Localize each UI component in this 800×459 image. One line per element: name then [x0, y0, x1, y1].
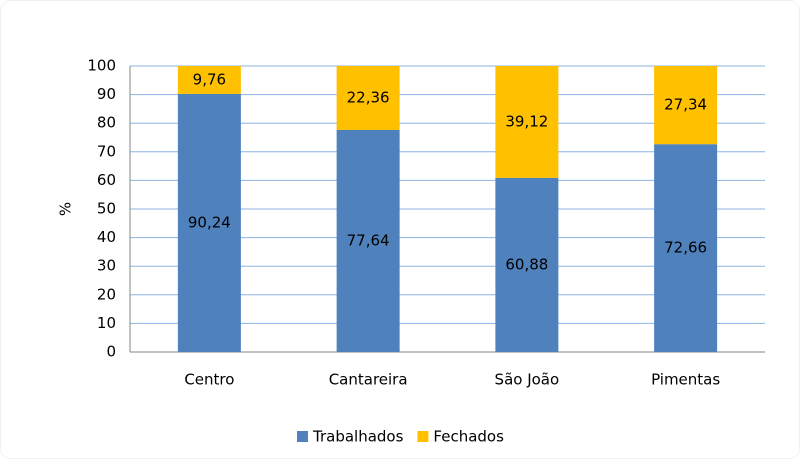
y-tick-label: 10 — [97, 314, 116, 332]
y-tick-label: 80 — [97, 114, 116, 132]
y-tick-label: 40 — [97, 228, 116, 246]
data-label: 90,24 — [188, 213, 231, 231]
bar-segment — [336, 66, 400, 130]
y-tick-label: 30 — [97, 257, 116, 275]
y-tick-label: 60 — [97, 171, 116, 189]
y-tick-label: 90 — [97, 85, 116, 103]
legend-label: Fechados — [433, 428, 504, 446]
data-label: 39,12 — [505, 112, 548, 130]
bar-segment — [177, 93, 241, 352]
y-axis-label: % — [57, 202, 75, 216]
y-tick-label: 100 — [87, 57, 116, 75]
legend-swatch — [297, 431, 308, 442]
y-tick-label: 50 — [97, 200, 116, 218]
bar-segment — [177, 66, 241, 94]
bar-segment — [495, 177, 559, 352]
x-tick-label: Cantareira — [329, 371, 408, 389]
bar-segment — [336, 129, 400, 352]
x-tick-label: Pimentas — [651, 371, 720, 389]
data-label: 77,64 — [347, 231, 390, 249]
bar-segment — [654, 66, 718, 145]
bar-segment — [495, 66, 559, 178]
data-label: 60,88 — [505, 255, 548, 273]
legend-label: Trabalhados — [312, 428, 404, 446]
data-label: 72,66 — [664, 239, 707, 257]
data-label: 9,76 — [193, 70, 226, 88]
bar-segment — [654, 144, 718, 352]
legend-swatch — [417, 431, 429, 442]
data-label: 27,34 — [664, 96, 707, 114]
y-tick-label: 0 — [106, 343, 116, 361]
x-tick-label: São João — [495, 371, 560, 389]
x-tick-label: Centro — [184, 371, 234, 389]
y-tick-label: 20 — [97, 285, 116, 303]
data-label: 22,36 — [347, 88, 390, 106]
y-tick-label: 70 — [97, 142, 116, 160]
